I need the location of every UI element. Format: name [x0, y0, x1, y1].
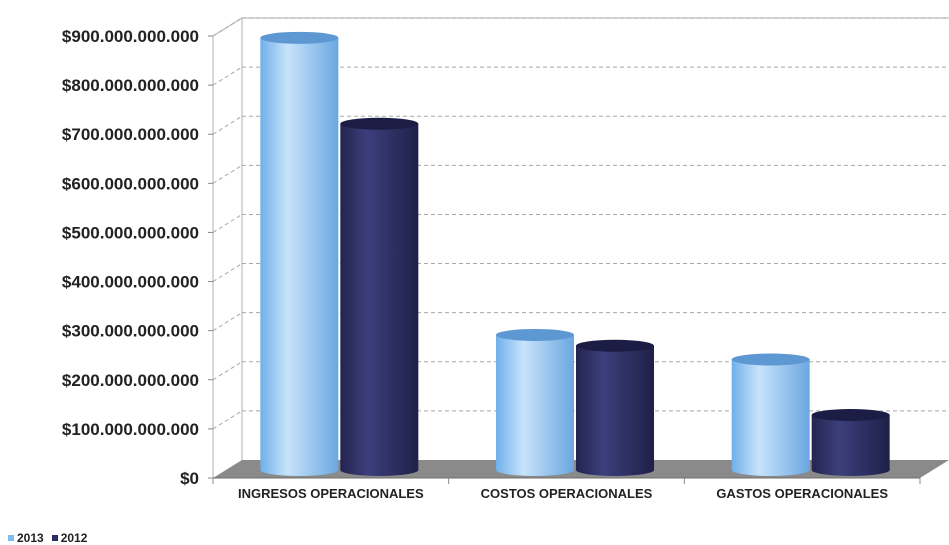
x-tick-label-1: COSTOS OPERACIONALES	[481, 486, 653, 501]
bar-2013-2	[731, 353, 810, 476]
legend: 2013 2012	[8, 531, 87, 545]
gridline-side-8	[212, 66, 243, 86]
bar-body-2012-0	[340, 123, 419, 477]
bar-body-2013-2	[731, 359, 810, 476]
legend-swatch-2012	[51, 535, 58, 541]
gridline-side-4	[212, 263, 243, 282]
gridline-side-6	[212, 164, 243, 184]
y-tick-label-4: $400.000.000.000	[62, 273, 199, 292]
bars	[260, 31, 890, 477]
legend-label-2013: 2013	[17, 531, 44, 545]
bar-top-2013-0	[260, 31, 339, 44]
legend-swatch-2013	[8, 535, 14, 541]
bar-body-2012-2	[811, 414, 890, 476]
bar-top-2012-0	[340, 117, 419, 130]
x-tick-label-2: GASTOS OPERACIONALES	[716, 486, 888, 501]
y-tick-label-1: $100.000.000.000	[62, 420, 199, 439]
legend-label-2012: 2012	[60, 531, 88, 545]
bar-2013-1	[496, 328, 574, 476]
bar-top-2012-1	[576, 339, 654, 352]
bar-body-2013-0	[260, 37, 339, 476]
y-tick-label-9: $900.000.000.000	[62, 27, 199, 46]
bar-2012-2	[811, 408, 890, 476]
x-axis-tick-labels: INGRESOS OPERACIONALES COSTOS OPERACIONAL…	[212, 478, 921, 501]
y-axis-tick-labels: $0 $100.000.000.000 $200.000.000.000 $300.0…	[62, 27, 213, 488]
bar-top-2013-1	[496, 328, 574, 341]
bar-body-2012-1	[576, 345, 654, 476]
legend-item-2012: 2012	[51, 531, 88, 545]
y-tick-label-0: $0	[180, 469, 199, 488]
gridline-side-7	[212, 115, 243, 135]
y-tick-label-8: $800.000.000.000	[62, 76, 199, 95]
gridline-side-9	[212, 17, 243, 37]
bar-2012-1	[576, 339, 654, 476]
y-tick-label-2: $200.000.000.000	[62, 371, 199, 390]
y-tick-label-7: $700.000.000.000	[62, 125, 199, 144]
gridline-side-2	[212, 361, 243, 381]
x-tick-label-0: INGRESOS OPERACIONALES	[238, 486, 424, 501]
legend-item-2013: 2013	[8, 531, 44, 545]
bar-top-2013-2	[731, 353, 810, 366]
y-tick-label-5: $500.000.000.000	[62, 223, 199, 242]
gridline-side-5	[212, 214, 243, 233]
gridline-side-1	[212, 410, 243, 430]
bar-body-2013-1	[496, 334, 574, 476]
bar-2012-0	[340, 117, 419, 477]
bar-2013-0	[260, 31, 339, 476]
y-tick-label-6: $600.000.000.000	[62, 174, 199, 193]
y-tick-label-3: $300.000.000.000	[62, 322, 199, 341]
bar-top-2012-2	[811, 408, 890, 421]
gridlines	[212, 17, 949, 430]
gridline-side-3	[212, 312, 243, 332]
